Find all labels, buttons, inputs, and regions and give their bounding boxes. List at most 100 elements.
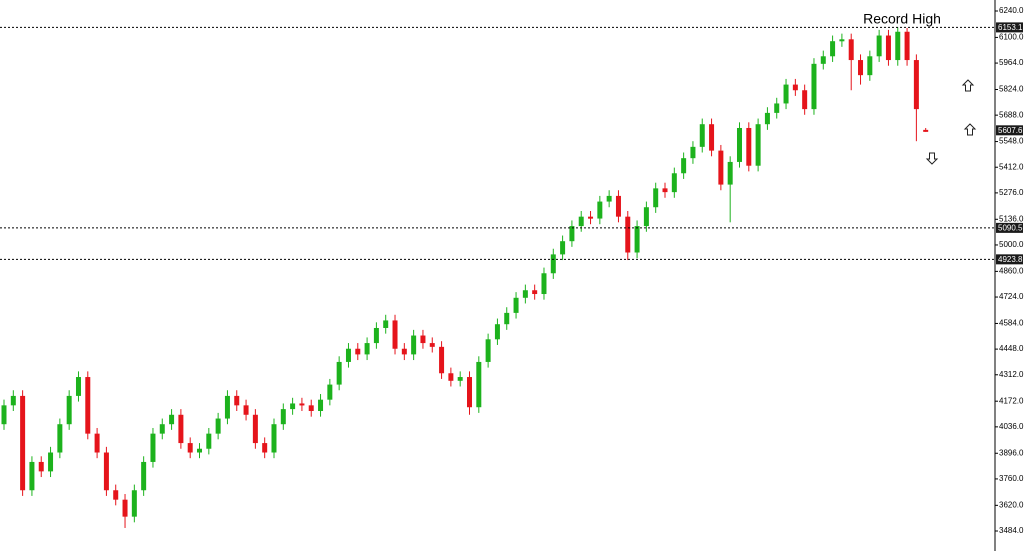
candle-body xyxy=(876,35,882,57)
price-tag-label: 5607.6 xyxy=(998,126,1023,135)
up-arrow xyxy=(963,123,977,136)
y-tick-label: 4036.0 xyxy=(999,422,1024,431)
candle-body xyxy=(830,41,836,57)
y-tick-label: 5412.0 xyxy=(999,162,1024,171)
candle-body xyxy=(634,226,640,253)
price-tag-label: 4923.8 xyxy=(998,255,1023,264)
candle-body xyxy=(578,216,584,227)
candle-body xyxy=(839,39,845,42)
candle-body xyxy=(122,499,128,517)
candle-body xyxy=(20,395,26,491)
candle-body xyxy=(653,188,659,208)
price-tag xyxy=(996,22,1023,33)
candle-body xyxy=(420,335,426,344)
candle-body xyxy=(783,84,789,104)
y-tick-label: 5548.0 xyxy=(999,137,1024,146)
candle-body xyxy=(802,90,808,110)
candle-body xyxy=(858,60,864,76)
y-tick-label: 3760.0 xyxy=(999,474,1024,483)
candle-body xyxy=(429,343,435,347)
candle-body xyxy=(38,461,44,472)
candle-body xyxy=(280,409,286,425)
candle-body xyxy=(643,207,649,227)
candle-body xyxy=(66,395,72,425)
candle-body xyxy=(792,84,798,91)
candle-body xyxy=(345,348,351,362)
candle-body xyxy=(746,127,752,166)
y-tick-label: 5276.0 xyxy=(999,188,1024,197)
candle-body xyxy=(94,433,100,453)
candle-body xyxy=(513,297,519,313)
candle-body xyxy=(485,339,491,362)
candle-body xyxy=(913,60,919,110)
candle-body xyxy=(48,452,54,472)
annotation: Record High xyxy=(863,11,941,27)
candle-body xyxy=(588,216,594,219)
y-tick-label: 4860.0 xyxy=(999,266,1024,275)
candle-body xyxy=(10,395,16,406)
candle-body xyxy=(606,195,612,202)
candle-body xyxy=(271,424,277,453)
candle-body xyxy=(169,414,175,425)
candle-body xyxy=(243,405,249,415)
candle-body xyxy=(709,124,715,151)
candle-body xyxy=(1,405,7,425)
candle-body xyxy=(532,290,538,295)
candle-body xyxy=(569,226,575,242)
candle-body xyxy=(206,433,212,449)
candle-body xyxy=(699,124,705,147)
y-tick-label: 3620.0 xyxy=(999,500,1024,509)
up-arrow xyxy=(961,79,975,92)
candle-body xyxy=(131,490,137,517)
candle-body xyxy=(159,424,165,434)
candle-body xyxy=(718,150,724,185)
candle-body xyxy=(895,31,901,61)
y-tick-label: 5964.0 xyxy=(999,58,1024,67)
price-tag xyxy=(996,254,1023,265)
candle-body xyxy=(467,377,472,408)
price-tag xyxy=(996,222,1023,233)
y-tick-label: 5688.0 xyxy=(999,110,1024,119)
candle-body xyxy=(671,173,677,193)
candle-body xyxy=(318,399,324,411)
y-tick-label: 5824.0 xyxy=(999,85,1024,94)
candle-body xyxy=(262,443,268,453)
candle-body xyxy=(727,161,733,185)
candle-body xyxy=(85,377,91,434)
y-tick-label: 6100.0 xyxy=(999,33,1024,42)
candle-body xyxy=(848,39,854,61)
candle-body xyxy=(885,35,891,61)
arrows xyxy=(925,79,977,165)
candle-body xyxy=(439,346,445,374)
candle-body xyxy=(197,448,203,453)
candle-body xyxy=(625,216,631,253)
candle-body xyxy=(252,414,258,444)
candle-body xyxy=(113,490,119,500)
candle-body xyxy=(355,348,361,355)
y-tick-label: 3484.0 xyxy=(999,526,1024,535)
y-tick-label: 3896.0 xyxy=(999,448,1024,457)
down-arrow xyxy=(925,152,939,165)
candle-body xyxy=(560,241,566,255)
candle-body xyxy=(336,361,342,385)
candle-body xyxy=(820,56,826,64)
candle-body xyxy=(364,343,370,355)
y-tick-label: 4584.0 xyxy=(999,319,1024,328)
candle-body xyxy=(401,348,407,355)
candle-body xyxy=(774,103,780,113)
candle-body xyxy=(57,424,63,453)
candle-body xyxy=(29,461,35,491)
candle-body xyxy=(522,290,528,298)
y-tick-label: 5136.0 xyxy=(999,214,1024,223)
candle-body xyxy=(141,461,147,491)
candle-body xyxy=(736,127,742,162)
candle-body xyxy=(224,395,230,419)
candle-body xyxy=(494,324,500,340)
y-tick-label: 6240.0 xyxy=(999,6,1024,15)
candle-body xyxy=(373,327,379,344)
candle-body xyxy=(392,320,398,349)
candle-body xyxy=(457,377,463,381)
candle-body xyxy=(383,320,389,328)
candle-body xyxy=(615,195,621,217)
